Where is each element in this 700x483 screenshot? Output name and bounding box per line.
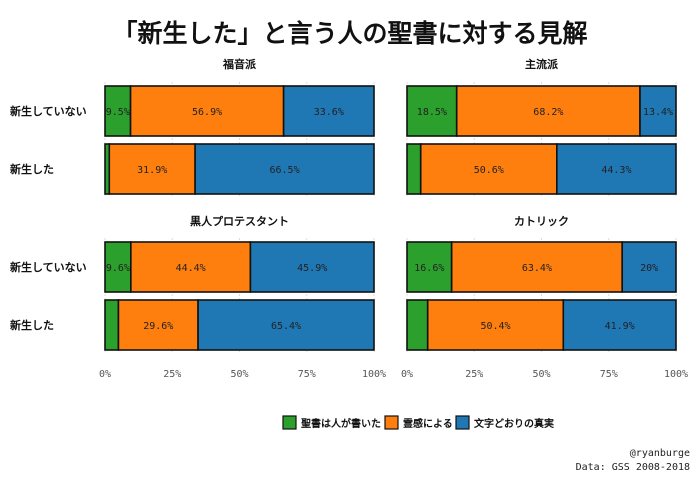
- facet-title: カトリック: [514, 215, 569, 228]
- bar-segment: [562, 299, 677, 351]
- bar-segment: [197, 299, 375, 351]
- bar-segment: [406, 143, 422, 195]
- credit-author: @ryanburge: [630, 448, 690, 459]
- facet-panel: カトリック 16.6% 63.4% 20% 50.4% 41.9% 0% 25% 50% 75% 1…: [401, 215, 688, 380]
- data-label: 9.6%: [106, 263, 130, 274]
- legend-swatch: [455, 415, 470, 430]
- row-label: 新生した: [10, 162, 54, 176]
- data-label: 41.9%: [605, 321, 635, 332]
- bar-segment: [130, 241, 252, 293]
- x-tick-label: 100%: [362, 369, 386, 380]
- bar-segment: [104, 299, 120, 351]
- x-tick-label: 0%: [99, 369, 111, 380]
- row-label: 新生していない: [10, 260, 87, 274]
- legend: 聖書は人が書いた 霊感による 文字どおりの真実: [282, 415, 554, 430]
- x-tick-label: 75%: [298, 369, 316, 380]
- data-label: 44.4%: [176, 263, 206, 274]
- data-label: 50.4%: [480, 321, 510, 332]
- legend-label: 文字どおりの真実: [474, 417, 554, 430]
- facet-title: 黒人プロテスタント: [190, 214, 289, 228]
- data-label: 20%: [640, 263, 658, 274]
- data-label: 56.9%: [192, 107, 222, 118]
- legend-label: 聖書は人が書いた: [301, 417, 381, 430]
- bar-segment: [450, 241, 623, 293]
- bar-segment: [282, 85, 375, 137]
- data-label: 68.2%: [533, 107, 563, 118]
- data-label: 33.6%: [314, 107, 344, 118]
- legend-swatch: [282, 415, 297, 430]
- x-tick-label: 25%: [163, 369, 181, 380]
- data-label: 66.5%: [270, 165, 300, 176]
- facet-title: 主流派: [525, 57, 559, 71]
- x-tick-label: 100%: [664, 369, 688, 380]
- bar-segment: [419, 143, 558, 195]
- row-label: 新生した: [10, 318, 54, 332]
- chart-title: 「新生した」と言う人の聖書に対する見解: [112, 19, 587, 48]
- bar-segment: [406, 299, 429, 351]
- bar-segment: [117, 299, 199, 351]
- data-label: 13.4%: [643, 107, 673, 118]
- x-tick-label: 0%: [401, 369, 413, 380]
- data-label: 50.6%: [474, 165, 504, 176]
- data-label: 45.9%: [297, 263, 327, 274]
- x-tick-label: 50%: [532, 369, 550, 380]
- legend-label: 霊感による: [403, 417, 453, 430]
- data-label: 29.6%: [143, 321, 173, 332]
- credit-source: Data: GSS 2008-2018: [576, 462, 690, 473]
- facet-title: 福音派: [222, 57, 257, 71]
- bar-segment: [104, 241, 132, 293]
- row-label: 新生していない: [10, 104, 87, 118]
- facet-panel: 主流派 18.5% 68.2% 13.4% 50.6% 44.3%: [406, 57, 677, 198]
- data-label: 31.9%: [137, 165, 167, 176]
- bar-segment: [104, 85, 132, 137]
- data-label: 18.5%: [417, 107, 447, 118]
- x-tick-label: 75%: [600, 369, 618, 380]
- data-label: 16.6%: [414, 263, 444, 274]
- data-label: 63.4%: [522, 263, 552, 274]
- data-label: 65.4%: [271, 321, 301, 332]
- x-tick-label: 25%: [465, 369, 483, 380]
- data-label: 9.5%: [106, 107, 130, 118]
- bar-segment: [194, 143, 375, 195]
- bar-segment: [639, 85, 677, 137]
- data-label: 44.3%: [601, 165, 631, 176]
- bar-segment: [556, 143, 677, 195]
- x-tick-label: 50%: [230, 369, 248, 380]
- bar-segment: [426, 299, 565, 351]
- bar-segment: [249, 241, 375, 293]
- legend-swatch: [384, 415, 399, 430]
- bar-segment: [621, 241, 677, 293]
